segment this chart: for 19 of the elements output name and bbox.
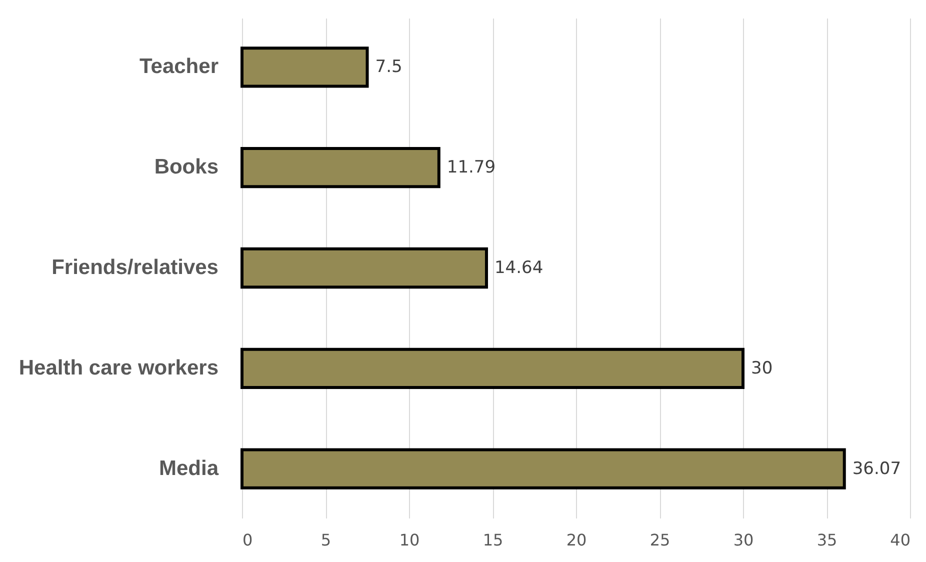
data-label: 36.07 bbox=[852, 458, 902, 479]
y-tick-label: Teacher bbox=[140, 55, 218, 78]
data-label: 7.5 bbox=[375, 57, 402, 78]
y-tick-label: Media bbox=[158, 456, 219, 480]
y-tick-label: Friends/relatives bbox=[52, 256, 218, 279]
y-tick-label: Health care workers bbox=[18, 356, 218, 380]
data-label: 30 bbox=[751, 358, 773, 378]
x-tick-label: 30 bbox=[733, 530, 754, 550]
x-tick-label: 20 bbox=[566, 530, 587, 550]
x-tick-label: 40 bbox=[890, 530, 910, 550]
x-tick-label: 15 bbox=[482, 530, 504, 550]
data-label: 11.79 bbox=[446, 158, 496, 178]
x-tick-label: 25 bbox=[650, 530, 670, 550]
x-tick-label: 35 bbox=[816, 530, 838, 550]
y-tick-label: Books bbox=[154, 156, 218, 179]
data-label: 14.64 bbox=[494, 258, 544, 278]
x-tick-label: 5 bbox=[320, 530, 332, 550]
x-tick-label: 0 bbox=[242, 530, 253, 550]
x-tick-label: 10 bbox=[399, 530, 420, 550]
